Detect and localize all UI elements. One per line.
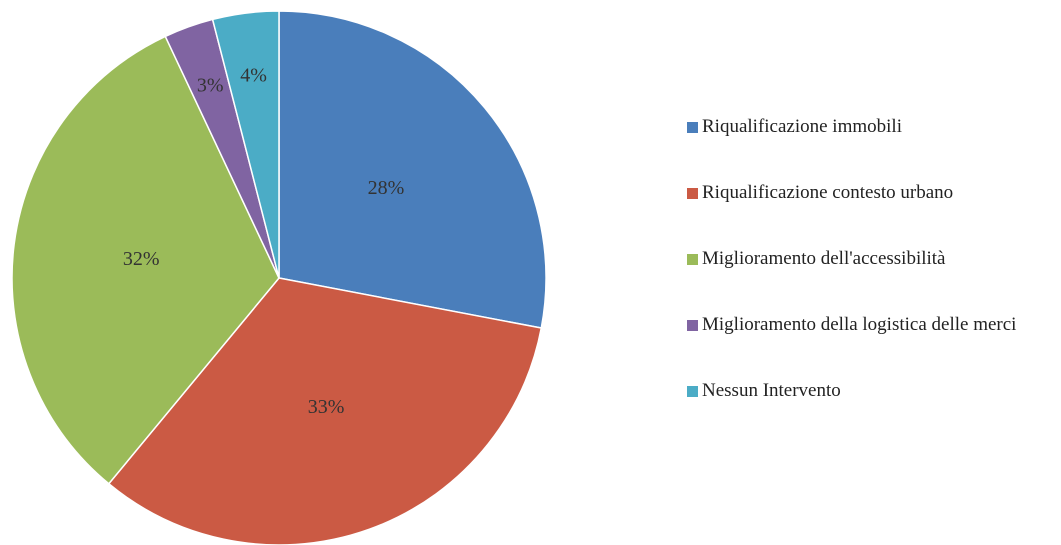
pie-slice [11,35,280,485]
legend-label: Riqualificazione contesto urbano [702,182,954,203]
legend-item: Riqualificazione contesto urbano [687,182,1057,204]
legend-swatch [687,254,698,265]
data-label: 32% [123,248,160,270]
legend-item: Riqualificazione immobili [687,116,1057,138]
legend-swatch [687,320,698,331]
legend-label: Riqualificazione immobili [702,116,902,137]
legend-swatch [687,188,698,199]
pie-slice [107,277,543,545]
legend: Riqualificazione immobili Riqualificazion… [687,116,1057,402]
legend-item: Miglioramento della logistica delle merc… [687,314,1057,336]
legend-label: Nessun Intervento [702,380,841,401]
data-label: 33% [308,396,345,418]
pie-slice [278,10,547,329]
legend-item: Nessun Intervento [687,380,1057,402]
pie-slice [211,10,280,279]
data-label: 4% [240,64,267,86]
legend-label: Miglioramento dell'accessibilità [702,248,946,269]
legend-label: Miglioramento della logistica delle merc… [702,314,1017,335]
legend-item: Miglioramento dell'accessibilità [687,248,1057,270]
data-label: 3% [197,75,224,97]
data-label: 28% [368,177,405,199]
pie-chart: 28% 33% 32% 3% 4% [11,10,547,545]
legend-swatch [687,122,698,133]
legend-swatch [687,386,698,397]
